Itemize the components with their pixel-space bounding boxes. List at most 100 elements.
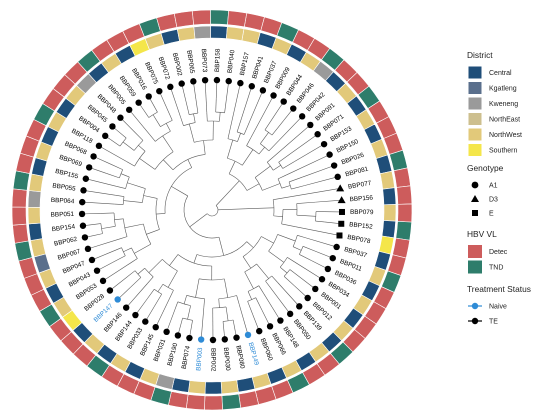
tip-label: BBP037 bbox=[343, 246, 368, 260]
tree-arc bbox=[119, 169, 123, 178]
tip-circle-icon bbox=[304, 294, 311, 302]
tip-branch bbox=[90, 167, 107, 174]
tip-label: BBP118 bbox=[70, 128, 94, 146]
district-ring-cell bbox=[160, 28, 180, 46]
tip-circle-icon bbox=[259, 87, 267, 94]
tree-arc bbox=[268, 234, 278, 252]
tip-branch bbox=[167, 314, 174, 331]
tip-circle-icon bbox=[156, 87, 163, 95]
tree-branch bbox=[224, 98, 227, 113]
tree-branch bbox=[288, 176, 303, 183]
tree-branch bbox=[228, 161, 236, 174]
district-legend-label: Kweneng bbox=[489, 101, 518, 108]
tip-circle-icon bbox=[106, 287, 114, 294]
tip-branch bbox=[85, 190, 116, 196]
tip-label: BBP149 bbox=[247, 342, 260, 367]
district-ring-cell bbox=[226, 26, 245, 41]
tree-branch bbox=[242, 149, 254, 166]
tree-branch bbox=[297, 235, 307, 239]
tree-arc bbox=[265, 275, 272, 282]
tip-branch bbox=[127, 283, 148, 307]
tip-circle-icon bbox=[102, 132, 109, 140]
tip-label: BBP060 bbox=[259, 337, 274, 362]
tip-circle-icon bbox=[334, 173, 341, 181]
tree-arc bbox=[264, 129, 273, 136]
tip-label: BBP079 bbox=[350, 209, 374, 216]
tree-arc bbox=[113, 212, 116, 227]
tree-branch bbox=[195, 278, 200, 298]
tree-branch bbox=[148, 259, 163, 273]
tree-branch bbox=[268, 250, 285, 263]
tip-circle-icon bbox=[114, 296, 121, 303]
tree-branch bbox=[258, 146, 265, 155]
tree-branch bbox=[88, 223, 101, 226]
tip-circle-icon bbox=[152, 323, 159, 331]
tip-circle-icon bbox=[174, 332, 182, 339]
tip-branch bbox=[159, 92, 167, 108]
tree-branch bbox=[246, 241, 254, 248]
tip-square-icon bbox=[338, 208, 345, 215]
clade-branch bbox=[215, 180, 240, 206]
tip-circle-icon bbox=[318, 276, 326, 283]
tree-branch bbox=[247, 291, 252, 300]
tip-circle-icon bbox=[256, 327, 263, 335]
tree-branch bbox=[141, 107, 150, 118]
tip-circle-icon bbox=[280, 98, 287, 105]
district-legend-swatch bbox=[467, 65, 483, 80]
tree-arc bbox=[196, 241, 247, 258]
tip-label: BBP002 bbox=[171, 52, 183, 77]
tip-branch bbox=[300, 277, 314, 288]
tip-circle-icon bbox=[93, 267, 101, 274]
hbv-ring-cell bbox=[12, 170, 30, 191]
tip-circle-icon bbox=[90, 153, 97, 160]
tip-circle-icon bbox=[314, 131, 321, 138]
tree-arc bbox=[277, 178, 282, 189]
tree-branch bbox=[187, 305, 191, 320]
tree-branches bbox=[84, 82, 340, 338]
tree-branch bbox=[260, 132, 269, 144]
tree-arc bbox=[162, 259, 178, 272]
tip-circle-icon bbox=[190, 78, 197, 85]
tip-label: BBP011 bbox=[339, 258, 363, 273]
tree-branch bbox=[122, 141, 135, 151]
tip-label: BBP080 bbox=[234, 345, 245, 370]
treatment-legend-label: TE bbox=[489, 319, 498, 326]
tree-branch bbox=[262, 183, 281, 191]
tip-label: BBP072 bbox=[157, 56, 171, 81]
tree-arc bbox=[247, 297, 256, 302]
tree-branch bbox=[118, 236, 128, 240]
tree-branch bbox=[299, 254, 312, 262]
tip-label: BBP158 bbox=[214, 48, 222, 72]
district-legend-label: Southern bbox=[489, 148, 518, 155]
tree-branch bbox=[190, 320, 193, 333]
hbv-ring-cell bbox=[221, 393, 242, 411]
tip-circle-icon bbox=[82, 175, 90, 182]
tip-label: BBP002 bbox=[209, 348, 216, 372]
treatment-legend-dot-icon bbox=[471, 302, 479, 310]
hbv-vl-ring bbox=[11, 9, 413, 411]
tree-arc bbox=[122, 196, 125, 205]
district-ring-cell bbox=[378, 235, 395, 255]
district-ring-cell bbox=[379, 170, 395, 190]
district-legend-label: Central bbox=[489, 70, 512, 77]
treatment-legend-title: Treatment Status bbox=[467, 284, 531, 294]
tip-branch bbox=[104, 263, 131, 281]
tree-branch bbox=[151, 101, 158, 113]
district-ring-cell bbox=[204, 381, 223, 395]
tree-branch bbox=[193, 254, 198, 264]
tree-arc bbox=[266, 162, 274, 171]
genotype-legend-label: D3 bbox=[489, 197, 498, 204]
tree-branch bbox=[246, 137, 252, 146]
tip-circle-icon bbox=[296, 303, 303, 310]
tree-branch bbox=[189, 123, 195, 143]
tip-label: BBP026 bbox=[341, 152, 366, 167]
tree-arc bbox=[281, 209, 284, 224]
district-ring-cell bbox=[220, 379, 239, 395]
tip-branch bbox=[215, 82, 218, 99]
tree-branch bbox=[108, 247, 122, 254]
tip-circle-icon bbox=[237, 79, 244, 87]
tip-circle-icon bbox=[109, 123, 116, 130]
tip-label: BBP157 bbox=[239, 51, 251, 76]
tree-branch bbox=[116, 186, 126, 189]
tip-branch bbox=[261, 310, 270, 325]
